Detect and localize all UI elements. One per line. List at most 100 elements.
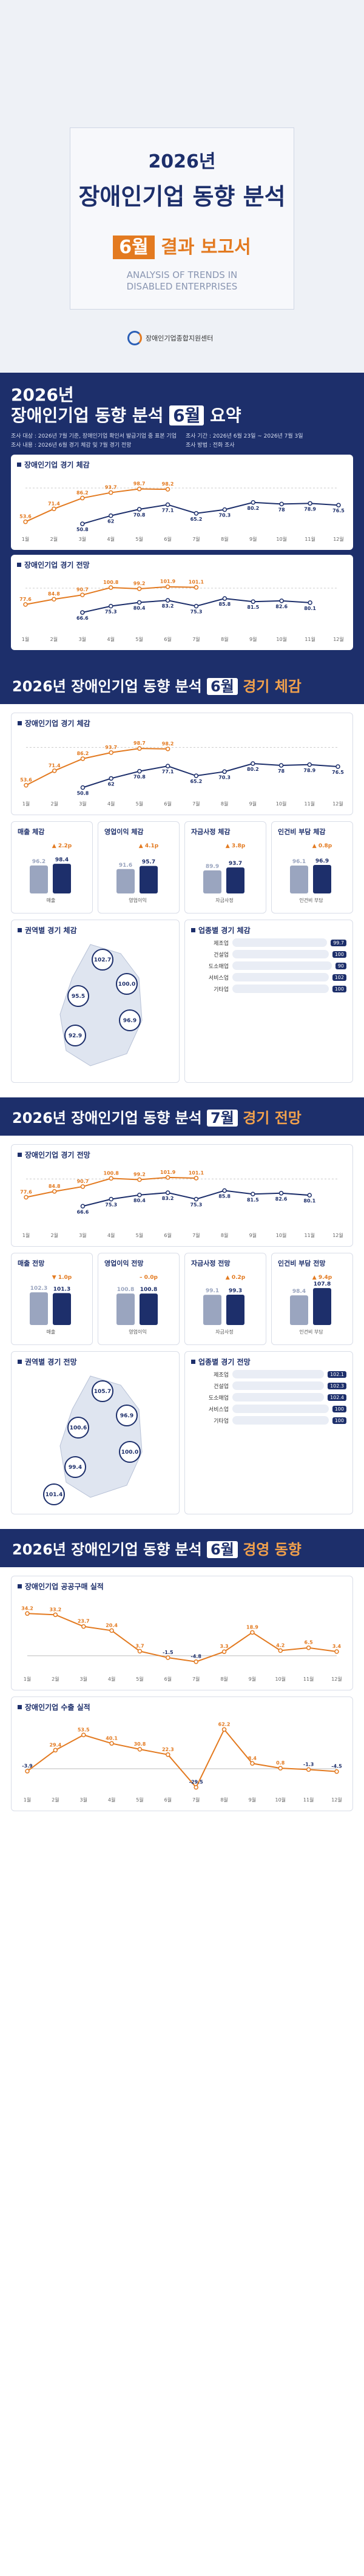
x-tick-label: 6월 — [164, 801, 171, 807]
region-bubble — [92, 1380, 113, 1403]
data-point — [108, 490, 113, 495]
summary-suffix: 요약 — [210, 405, 241, 425]
chart-title: 장애인기업 경기 체감 — [17, 459, 347, 470]
metric-value: 101.3 — [53, 1287, 70, 1293]
x-tick-label: 4월 — [107, 636, 115, 642]
metric-bars: 98.4 107.8▲ 9.4p 인건비 부담 — [290, 1275, 332, 1335]
data-point — [136, 486, 142, 492]
fore-metrics: 매출 전망 102.3 101.3 ▼ 1.0p 매출 영업이익 전망 100.8 100.8… — [11, 1253, 353, 1351]
region-value: 96.9 — [120, 1413, 133, 1419]
summary-perf-card: 장애인기업 경기 체감 53.6 71.4 86.2 93.7 98.7 98.2 50.8… — [11, 455, 353, 551]
data-point — [308, 600, 312, 605]
chart-title: 장애인기업 공공구매 실적 — [18, 1581, 346, 1591]
metric-change: ▼ 1.0p — [52, 1275, 72, 1281]
x-tick-label: 12월 — [333, 636, 344, 642]
industry-bar — [232, 950, 329, 959]
region-fore-box: 권역별 경기 전망 105.7 96.9 100.6 100.0 99.4 101.4 — [11, 1351, 180, 1515]
data-point — [194, 1785, 198, 1790]
data-point — [222, 1188, 227, 1193]
data-point — [194, 1176, 199, 1181]
x-tick-label: 9월 — [249, 636, 257, 642]
industry-perf-box: 업종별 경기 체감 제조업 99.7 건설업 100 도소매업 90 서비스업 102 기타업 1… — [184, 920, 353, 1083]
metric-value: 100.8 — [117, 1287, 134, 1293]
x-tick-label: 10월 — [276, 636, 287, 642]
data-point — [165, 764, 170, 769]
cover-year: 2026년 — [148, 151, 216, 172]
industry-title: 업종별 경기 체감 — [191, 925, 346, 935]
x-tick-label: 7월 — [192, 1676, 200, 1682]
data-label: 50.8 — [76, 527, 89, 532]
data-label: 86.2 — [76, 490, 89, 496]
data-label: 81.5 — [247, 605, 259, 610]
data-point — [80, 1184, 86, 1189]
metric-card: 매출 전망 102.3 101.3 ▼ 1.0p 매출 — [11, 1253, 93, 1346]
metric-bar — [116, 1293, 135, 1326]
x-tick-label: 3월 — [79, 636, 86, 642]
x-tick-label: 8월 — [220, 1797, 228, 1803]
region-value: 95.5 — [72, 994, 85, 1000]
summary-year: 2026년 — [11, 385, 74, 405]
industry-row: 건설업 102.3 — [191, 1381, 346, 1391]
fore-section: 장애인기업 경기 전망 77.6 84.8 90.7 100.8 99.2 101.9 10… — [0, 1136, 364, 1529]
data-label: 65.2 — [190, 779, 202, 784]
x-tick-label: 11월 — [303, 1797, 314, 1803]
data-label: 100.8 — [104, 1171, 120, 1176]
data-point — [137, 769, 142, 774]
industry-row: 건설업 100 — [191, 950, 346, 959]
x-tick-label: 1월 — [22, 636, 29, 642]
metric-title: 매출 전망 — [18, 1259, 45, 1268]
metric-value: 99.3 — [229, 1288, 242, 1294]
section-suffix: 경기 전망 — [243, 1110, 302, 1127]
data-point — [137, 1649, 143, 1654]
data-label: 66.6 — [77, 1209, 89, 1215]
data-label: 22.3 — [162, 1747, 174, 1752]
x-tick-label: 12월 — [331, 1797, 342, 1803]
metric-bar — [313, 1288, 331, 1326]
industry-name: 서비스업 — [208, 975, 229, 981]
data-point — [307, 762, 312, 767]
metric-card: 영업이익 전망 100.8 100.8 – 0.0p 영업이익 — [98, 1253, 180, 1346]
section-title: 장애인기업 동향 분석 — [71, 678, 202, 696]
region-value: 92.9 — [69, 1033, 82, 1039]
metric-bar — [290, 866, 308, 894]
metric-value: 91.6 — [119, 863, 132, 869]
industry-name: 제조업 — [214, 1372, 229, 1378]
x-tick-label: 4월 — [107, 536, 115, 542]
industry-bar — [232, 1381, 325, 1391]
section-month: 6월 — [207, 1541, 238, 1559]
metric-label: 영업이익 — [129, 1329, 146, 1335]
industry-row: 도소매업 102.4 — [191, 1393, 346, 1402]
data-label: 8.4 — [248, 1755, 257, 1761]
perf-section: 장애인기업 경기 체감 53.6 71.4 86.2 93.7 98.7 98.2 50.8… — [0, 704, 364, 1097]
summary-fore-card: 장애인기업 경기 전망 77.6 84.8 90.7 100.8 99.2 101.9 10… — [11, 555, 353, 651]
x-tick-label: 12월 — [332, 1232, 343, 1238]
org-name: 장애인기업종합지원센터 — [146, 334, 214, 342]
data-point — [53, 1747, 58, 1753]
x-tick-label: 4월 — [108, 1797, 115, 1803]
x-tick-label: 6월 — [164, 536, 171, 542]
x-tick-label: 7월 — [192, 1797, 200, 1803]
summary-month: 6월 — [169, 405, 204, 425]
data-point — [194, 1659, 198, 1664]
metric-card: 자금사정 전망 99.1 99.3 ▲ 0.2p 자금사정 — [184, 1253, 266, 1346]
x-tick-label: 5월 — [136, 801, 143, 807]
data-label: 70.3 — [218, 774, 231, 780]
x-tick-label: 8월 — [221, 801, 228, 807]
region-value: 96.9 — [123, 1018, 136, 1024]
data-point — [53, 1612, 58, 1618]
summary-title: 2026년 장애인기업 동향 분석 6월 요약 — [11, 385, 353, 425]
region-map: 102.7 100.0 95.5 96.9 92.9 — [59, 944, 143, 1066]
x-tick-label: 8월 — [221, 536, 228, 542]
metric-bar — [313, 865, 331, 894]
data-label: 75.3 — [190, 609, 203, 615]
data-label: 75.3 — [105, 609, 117, 615]
industry-row: 서비스업 100 — [191, 1405, 346, 1414]
data-label: 80.4 — [133, 1198, 146, 1204]
region-title: 권역별 경기 체감 — [18, 925, 173, 935]
industry-list: 제조업 99.7 건설업 100 도소매업 90 서비스업 102 기타업 100 — [191, 938, 346, 994]
data-point — [307, 1193, 312, 1198]
metric-bar — [226, 867, 244, 894]
metric-bar — [53, 864, 71, 894]
info-line: 조사 방법 : 전화 조사 — [186, 442, 235, 449]
x-tick-label: 2월 — [52, 1676, 59, 1682]
